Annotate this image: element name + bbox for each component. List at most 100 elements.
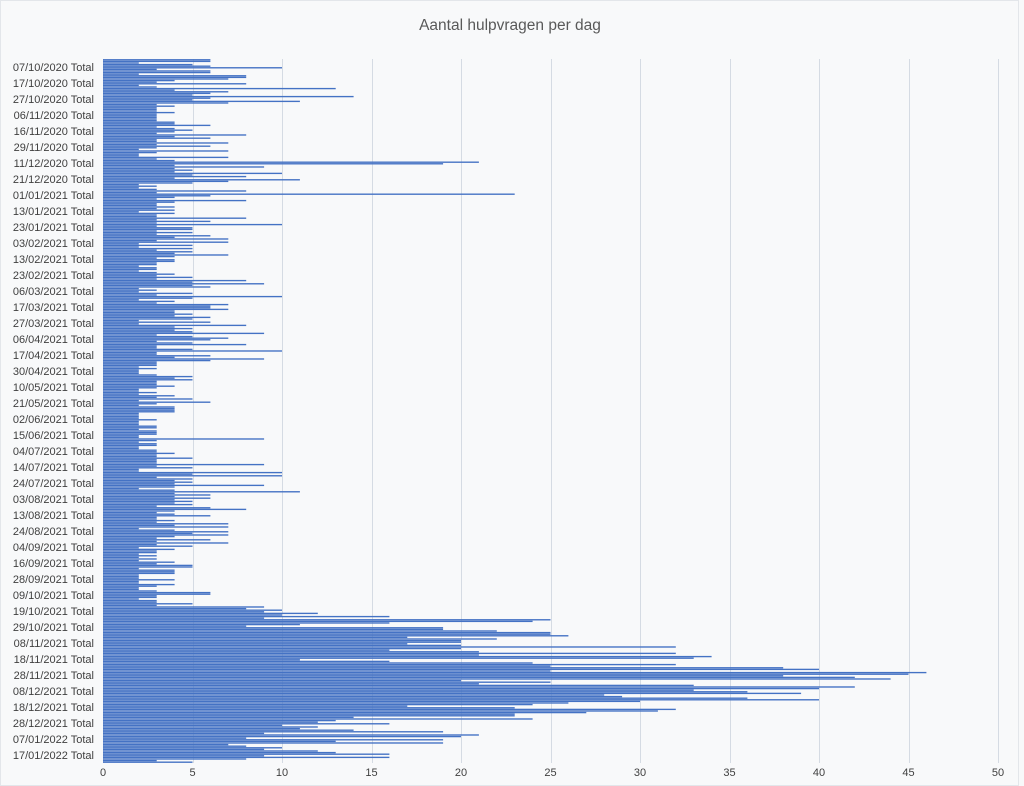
bar [103,206,175,208]
bar [103,116,157,119]
bar [103,308,229,311]
bar [103,729,354,731]
bar [103,198,157,200]
bar [103,191,157,194]
bar [103,612,318,615]
bar [103,500,193,503]
y-tick-label: 21/12/2020 Total [13,174,94,186]
bar [103,161,479,163]
bar [103,100,300,103]
y-tick-label: 29/10/2021 Total [13,622,94,634]
bar [103,446,139,448]
bar [103,259,175,261]
bar [103,567,139,570]
bar [103,495,175,498]
bar [103,220,211,223]
bar [103,316,211,319]
bar [103,166,265,168]
bar [103,595,157,597]
bar [103,115,157,117]
bar [103,326,175,328]
bar [103,545,193,547]
bar [103,147,157,149]
bar [103,516,157,519]
bar [103,719,336,722]
bar [103,129,193,131]
bar [103,604,157,607]
bar [103,443,157,445]
bar [103,753,390,755]
y-tick-label: 27/10/2020 Total [13,94,94,106]
bar [103,731,444,733]
bar [103,593,211,595]
bar [103,150,229,152]
y-tick-label: 01/01/2021 Total [13,190,94,202]
bar [103,227,193,229]
bar [103,377,175,379]
bar [103,163,444,165]
bar [103,718,533,720]
bar [103,222,157,224]
bar [103,662,533,664]
bar [103,708,676,711]
bar [103,572,175,575]
bar [103,118,157,120]
y-tick-label: 03/02/2021 Total [13,238,94,250]
bar [103,278,157,280]
bar [103,140,157,143]
bar [103,62,139,64]
bar [103,695,623,698]
bar [103,526,229,528]
y-tick-label: 14/07/2021 Total [13,462,94,474]
bar [103,148,139,151]
bar [103,292,193,295]
bar [103,692,802,695]
bar [103,155,139,157]
bar [103,726,318,728]
bar [103,675,784,677]
bar [103,110,157,112]
y-tick-label: 08/12/2021 Total [13,686,94,698]
bar [103,524,175,527]
bar [103,627,444,629]
category-axis-labels: 07/10/2020 Total 17/10/2020 Total 27/10/20… [13,62,94,762]
bar [103,535,175,538]
bar [103,310,175,312]
bar [103,635,569,637]
bar [103,271,157,274]
bar [103,606,265,608]
bar [103,243,139,245]
bar [103,542,229,544]
bar [103,574,139,576]
bar [103,631,551,634]
bar [103,127,175,130]
bar [103,217,247,219]
bar [103,391,157,394]
bar [103,559,139,562]
bar [103,113,157,115]
bar [103,99,193,101]
bar [103,201,175,203]
bar [103,750,318,752]
bar [103,468,139,471]
bar [103,398,193,400]
bar [103,123,175,125]
y-tick-label: 28/12/2021 Total [13,718,94,730]
bar [103,411,175,413]
bar [103,374,157,376]
bar [103,489,175,491]
bar [103,539,211,541]
y-tick-label: 06/03/2021 Total [13,286,94,298]
bar [103,356,175,359]
bar [103,633,551,635]
bar [103,758,247,760]
y-tick-label: 03/08/2021 Total [13,494,94,506]
y-tick-label: 13/01/2021 Total [13,206,94,218]
bar [103,97,211,99]
bar [103,103,157,106]
bar [103,527,139,530]
x-tick-label: 5 [189,767,195,779]
bar [103,262,157,264]
bar [103,647,461,650]
bar [103,723,390,725]
